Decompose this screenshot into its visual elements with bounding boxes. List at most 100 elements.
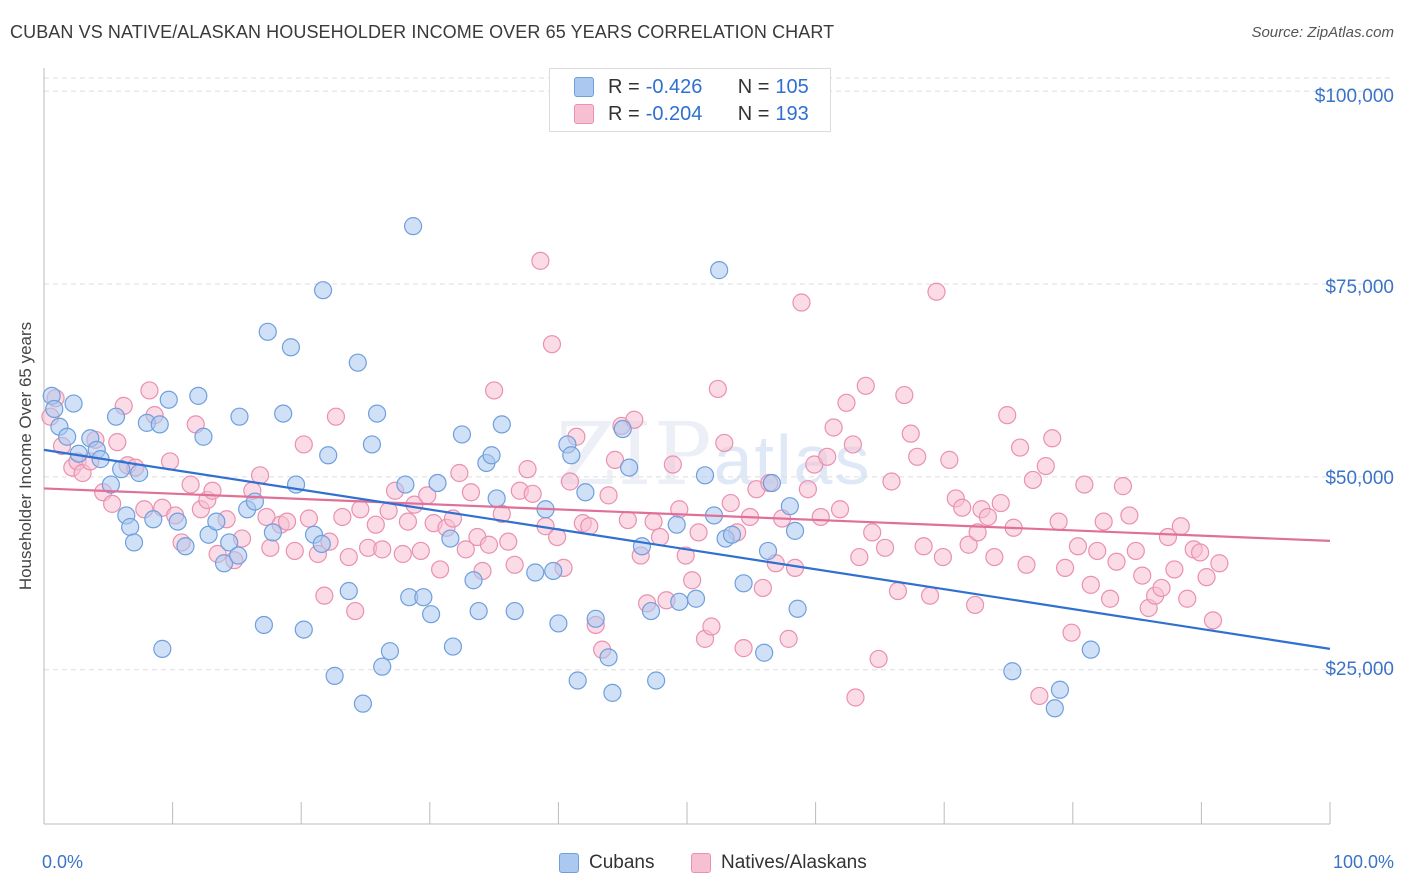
cubans-point bbox=[207, 512, 226, 531]
natives-point bbox=[978, 507, 998, 527]
cubans-point bbox=[214, 554, 234, 573]
legend-row-cubans: R = -0.426 N = 105 bbox=[574, 75, 809, 99]
cubans-point bbox=[258, 322, 277, 341]
cubans-point bbox=[526, 563, 545, 582]
natives-point bbox=[824, 418, 843, 437]
natives-point bbox=[181, 475, 200, 494]
cubans-point bbox=[58, 427, 77, 446]
cubans-point bbox=[441, 529, 460, 548]
cubans-point bbox=[312, 534, 331, 554]
natives-point bbox=[1165, 560, 1184, 579]
cubans-point bbox=[487, 489, 506, 508]
natives-point bbox=[140, 381, 159, 400]
natives-point bbox=[798, 480, 817, 499]
natives-point bbox=[203, 481, 222, 500]
natives-point bbox=[753, 578, 772, 598]
natives-point bbox=[734, 639, 753, 658]
cubans-point bbox=[168, 512, 187, 531]
natives-point bbox=[346, 601, 365, 621]
natives-point bbox=[927, 282, 946, 301]
x-tick-label: 100.0% bbox=[1332, 852, 1394, 872]
natives-point bbox=[1210, 554, 1229, 573]
natives-point bbox=[398, 512, 418, 531]
legend: R = -0.426 N = 105 R = -0.204 N = 193 bbox=[549, 68, 831, 132]
natives-point bbox=[450, 463, 469, 483]
cubans-point bbox=[620, 458, 639, 477]
natives-point bbox=[895, 385, 914, 405]
natives-point bbox=[523, 484, 542, 503]
natives-point bbox=[715, 433, 734, 453]
natives-point bbox=[479, 535, 499, 554]
natives-point bbox=[618, 510, 637, 530]
natives-point bbox=[1120, 506, 1139, 525]
cubans-point bbox=[144, 510, 163, 529]
legend-n-label: N = bbox=[737, 102, 770, 125]
natives-point bbox=[689, 523, 708, 542]
cubans-point bbox=[353, 694, 373, 713]
natives-point bbox=[373, 540, 392, 559]
natives-point bbox=[830, 500, 850, 519]
cubans-point bbox=[229, 546, 248, 565]
natives-point bbox=[599, 486, 618, 505]
legend-r-label: R = bbox=[608, 75, 640, 98]
cubans-point bbox=[112, 460, 131, 479]
natives-point bbox=[920, 586, 940, 605]
natives-point bbox=[991, 493, 1010, 513]
cubans-point bbox=[1003, 662, 1022, 681]
x-tick-label: 0.0% bbox=[42, 852, 84, 872]
cubans-point bbox=[153, 639, 172, 658]
y-axis-label: Householder Income Over 65 years bbox=[16, 321, 35, 591]
cubans-point bbox=[686, 589, 706, 608]
natives-point bbox=[1203, 611, 1223, 630]
source-label: Source: ZipAtlas.com bbox=[1251, 24, 1394, 41]
y-tick-label: $75,000 bbox=[1325, 277, 1394, 298]
cubans-point bbox=[396, 475, 415, 494]
natives-point bbox=[485, 381, 504, 400]
natives-point bbox=[1036, 456, 1055, 476]
natives-point bbox=[257, 507, 276, 527]
natives-point bbox=[965, 595, 985, 615]
cubans-point bbox=[710, 261, 729, 280]
natives-point bbox=[1030, 686, 1049, 706]
cubans-point bbox=[599, 648, 618, 667]
cubans-point bbox=[576, 483, 595, 502]
natives-point bbox=[326, 407, 346, 426]
cubans-point bbox=[603, 683, 622, 702]
natives-point bbox=[1068, 537, 1088, 556]
natives-point bbox=[1133, 566, 1152, 585]
natives-point bbox=[863, 523, 882, 542]
natives-point bbox=[580, 517, 599, 536]
legend-n-value: 105 bbox=[775, 75, 809, 98]
cubans-point bbox=[758, 541, 778, 561]
cubans-point bbox=[45, 399, 64, 419]
natives-point bbox=[721, 493, 740, 513]
natives-point bbox=[998, 406, 1017, 425]
cubans-point bbox=[130, 463, 149, 483]
cubans-point bbox=[313, 281, 333, 300]
cubans-point bbox=[464, 571, 483, 590]
y-tick-label: $50,000 bbox=[1325, 468, 1394, 489]
natives-point bbox=[1191, 543, 1210, 562]
natives-point bbox=[542, 335, 562, 354]
cubans-point bbox=[245, 492, 265, 511]
natives-point bbox=[959, 535, 978, 554]
natives-point bbox=[1088, 541, 1107, 561]
natives-point bbox=[650, 527, 670, 547]
natives-point bbox=[505, 555, 524, 574]
y-tick-label: $100,000 bbox=[1314, 86, 1394, 107]
cubans-point bbox=[695, 466, 715, 485]
cubans-point bbox=[452, 425, 472, 444]
legend-r-value: -0.426 bbox=[645, 75, 703, 98]
cubans-point bbox=[568, 671, 587, 690]
natives-point bbox=[1178, 589, 1197, 608]
legend-n-label: N = bbox=[737, 75, 770, 98]
natives-point bbox=[1158, 527, 1178, 547]
natives-point bbox=[985, 547, 1004, 567]
natives-swatch bbox=[574, 104, 594, 124]
natives-point bbox=[1171, 517, 1190, 536]
watermark-atlas: atlas bbox=[713, 421, 872, 499]
legend-r-value: -0.204 bbox=[645, 102, 703, 125]
natives-point bbox=[1043, 429, 1062, 448]
natives-point bbox=[103, 494, 122, 513]
natives-point bbox=[1010, 438, 1030, 457]
